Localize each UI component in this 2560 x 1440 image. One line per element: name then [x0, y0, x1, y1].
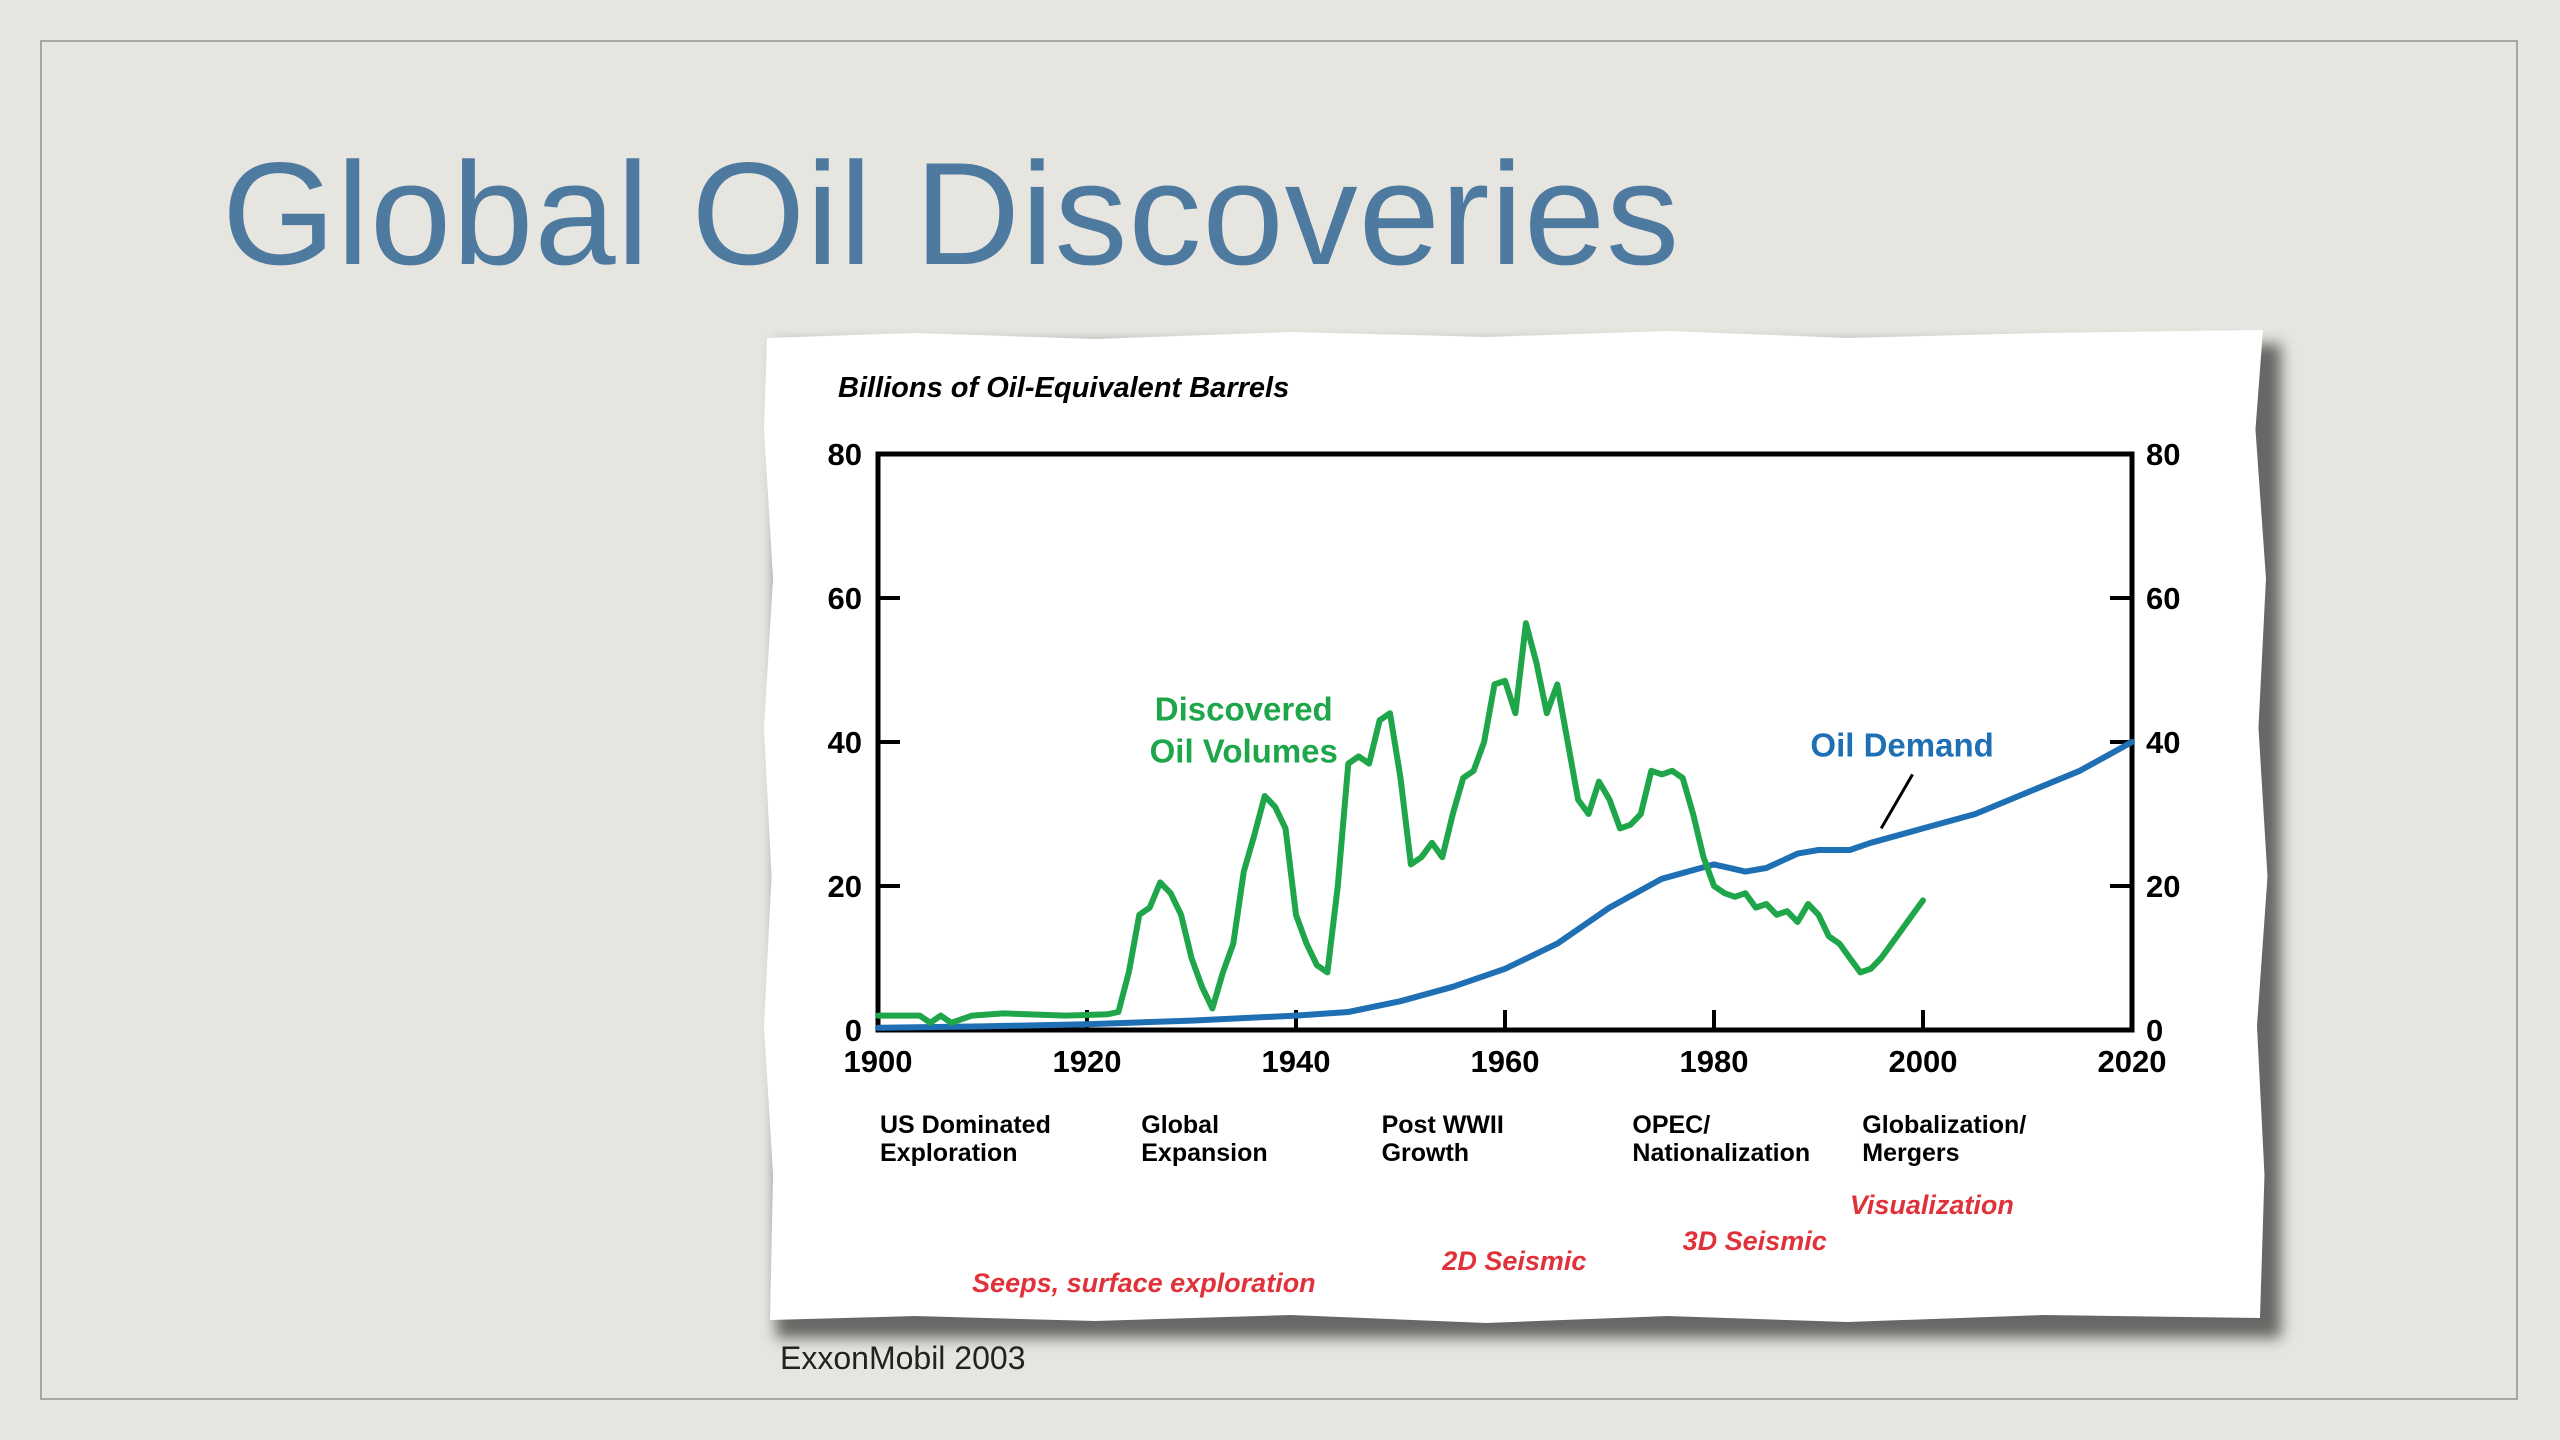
x-tick-label: 2020: [2098, 1044, 2167, 1079]
slide-border: [40, 40, 2518, 1400]
era-label: Globalization/Mergers: [1862, 1111, 2026, 1167]
x-tick-label: 1980: [1680, 1044, 1749, 1079]
chart-paper: 0 0 20 20 40 40 60 60 80 80 1900 1920 1940 1960 1980 20…: [764, 330, 2268, 1324]
era-label: US Dominated Exploration: [880, 1111, 1051, 1167]
y-tick-label-right: 40: [2146, 725, 2180, 760]
technology-label: 3D Seismic: [1683, 1226, 1827, 1256]
source-credit: ExxonMobil 2003: [780, 1340, 1026, 1376]
oil-demand-label-line: Oil Demand: [1810, 726, 1993, 763]
era-label: Post WWII Growth: [1382, 1111, 1504, 1167]
y-tick-label-left: 40: [828, 725, 862, 760]
era-label-line: Mergers: [1862, 1139, 1959, 1167]
y-tick-label-right: 80: [2146, 437, 2180, 472]
technology-label: Seeps, surface exploration: [972, 1268, 1316, 1298]
era-label-line: Exploration: [880, 1139, 1018, 1167]
era-label-line: US Dominated: [880, 1111, 1051, 1139]
era-label: OPEC/Nationalization: [1632, 1111, 1810, 1167]
y-tick-label-left: 60: [828, 581, 862, 616]
oil-demand-pointer: [1879, 773, 1914, 830]
chart-title: Billions of Oil-Equivalent Barrels: [838, 372, 1289, 404]
y-tick-label-right: 20: [2146, 869, 2180, 904]
era-label-line: Growth: [1382, 1139, 1470, 1167]
discovered-volumes-line: [875, 620, 1926, 1026]
y-tick-label-left: 0: [845, 1013, 862, 1048]
x-tick-label: 1920: [1053, 1044, 1122, 1079]
era-label-line: Expansion: [1141, 1139, 1267, 1167]
y-tick-label-right: 0: [2146, 1013, 2163, 1048]
y-tick-label-right: 60: [2146, 581, 2180, 616]
slide-title: Global Oil Discoveries: [222, 132, 1681, 295]
era-label-line: Post WWII: [1382, 1111, 1504, 1139]
oil-demand-label: Oil Demand: [1810, 726, 1993, 763]
x-tick-label: 2000: [1889, 1044, 1958, 1079]
discovered-volumes-label-line: Oil Volumes: [1150, 732, 1338, 769]
technology-label: Visualization: [1850, 1190, 2014, 1220]
x-tick-label: 1900: [844, 1044, 913, 1079]
x-tick-label: 1940: [1262, 1044, 1331, 1079]
x-tick-label: 1960: [1471, 1044, 1540, 1079]
discovered-volumes-label: Discovered Oil Volumes: [1150, 690, 1338, 769]
y-tick-label-left: 20: [828, 869, 862, 904]
era-label-line: Nationalization: [1632, 1139, 1810, 1167]
era-label-line: OPEC/: [1632, 1111, 1710, 1139]
y-tick-label-left: 80: [828, 437, 862, 472]
era-label-line: Globalization/: [1862, 1111, 2026, 1139]
discovered-volumes-label-line: Discovered: [1155, 690, 1333, 727]
era-label: Global Expansion: [1141, 1111, 1267, 1167]
technology-label: 2D Seismic: [1441, 1246, 1586, 1276]
oil-demand-line: [875, 739, 2135, 1031]
era-label-line: Global: [1141, 1111, 1219, 1139]
